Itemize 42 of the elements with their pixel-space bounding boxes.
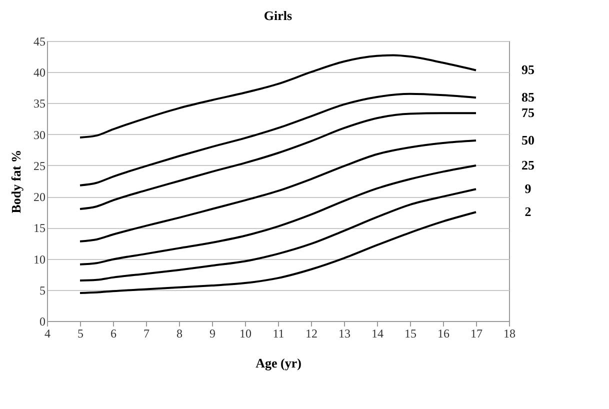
- y-tick-label: 35: [34, 96, 46, 111]
- y-tick-label: 15: [34, 221, 46, 236]
- y-tick-label: 20: [34, 190, 46, 204]
- line-series: [79, 140, 477, 242]
- x-tick-label: 14: [372, 326, 384, 340]
- x-tick-label: 13: [338, 326, 350, 340]
- x-tick-label: 12: [306, 326, 318, 340]
- x-tick-label: 8: [176, 326, 182, 340]
- text: 85: [522, 90, 535, 105]
- x-tick-label: 10: [240, 326, 252, 340]
- line-series: [79, 164, 477, 266]
- y-tick-label: 25: [34, 158, 46, 173]
- line-series: [79, 211, 477, 294]
- line-series: [79, 188, 477, 282]
- text: 75: [522, 105, 535, 120]
- line-series: [79, 54, 477, 138]
- y-tick-label: 0: [40, 314, 46, 328]
- x-tick-label: 16: [438, 326, 450, 340]
- x-tick-label: 4: [44, 326, 50, 340]
- x-tick-label: 9: [210, 326, 216, 340]
- text: 25: [522, 157, 535, 172]
- text: 2: [524, 204, 532, 220]
- y-tick-label: 40: [34, 66, 46, 80]
- line-series: [79, 112, 477, 210]
- y-tick-label: 30: [34, 128, 46, 142]
- x-tick-label: 6: [110, 326, 116, 340]
- chart-title: Girls: [264, 8, 292, 23]
- x-tick-label: 11: [272, 326, 284, 340]
- y-tick-label: 45: [34, 34, 46, 48]
- text: 95: [522, 62, 535, 78]
- x-tick-label: 17: [470, 326, 482, 340]
- x-axis-title: Age (yr): [256, 356, 302, 370]
- text: 9: [524, 181, 532, 196]
- line-series: [79, 92, 477, 186]
- x-tick-label: 18: [504, 326, 516, 340]
- x-tick-label: 5: [78, 326, 84, 340]
- y-tick-label: 5: [40, 283, 46, 298]
- y-tick-label: 10: [34, 252, 46, 266]
- text: 50: [522, 132, 534, 148]
- x-tick-label: 15: [404, 326, 416, 340]
- x-tick-label: 7: [144, 326, 150, 340]
- y-axis-title: Body fat %: [8, 150, 24, 214]
